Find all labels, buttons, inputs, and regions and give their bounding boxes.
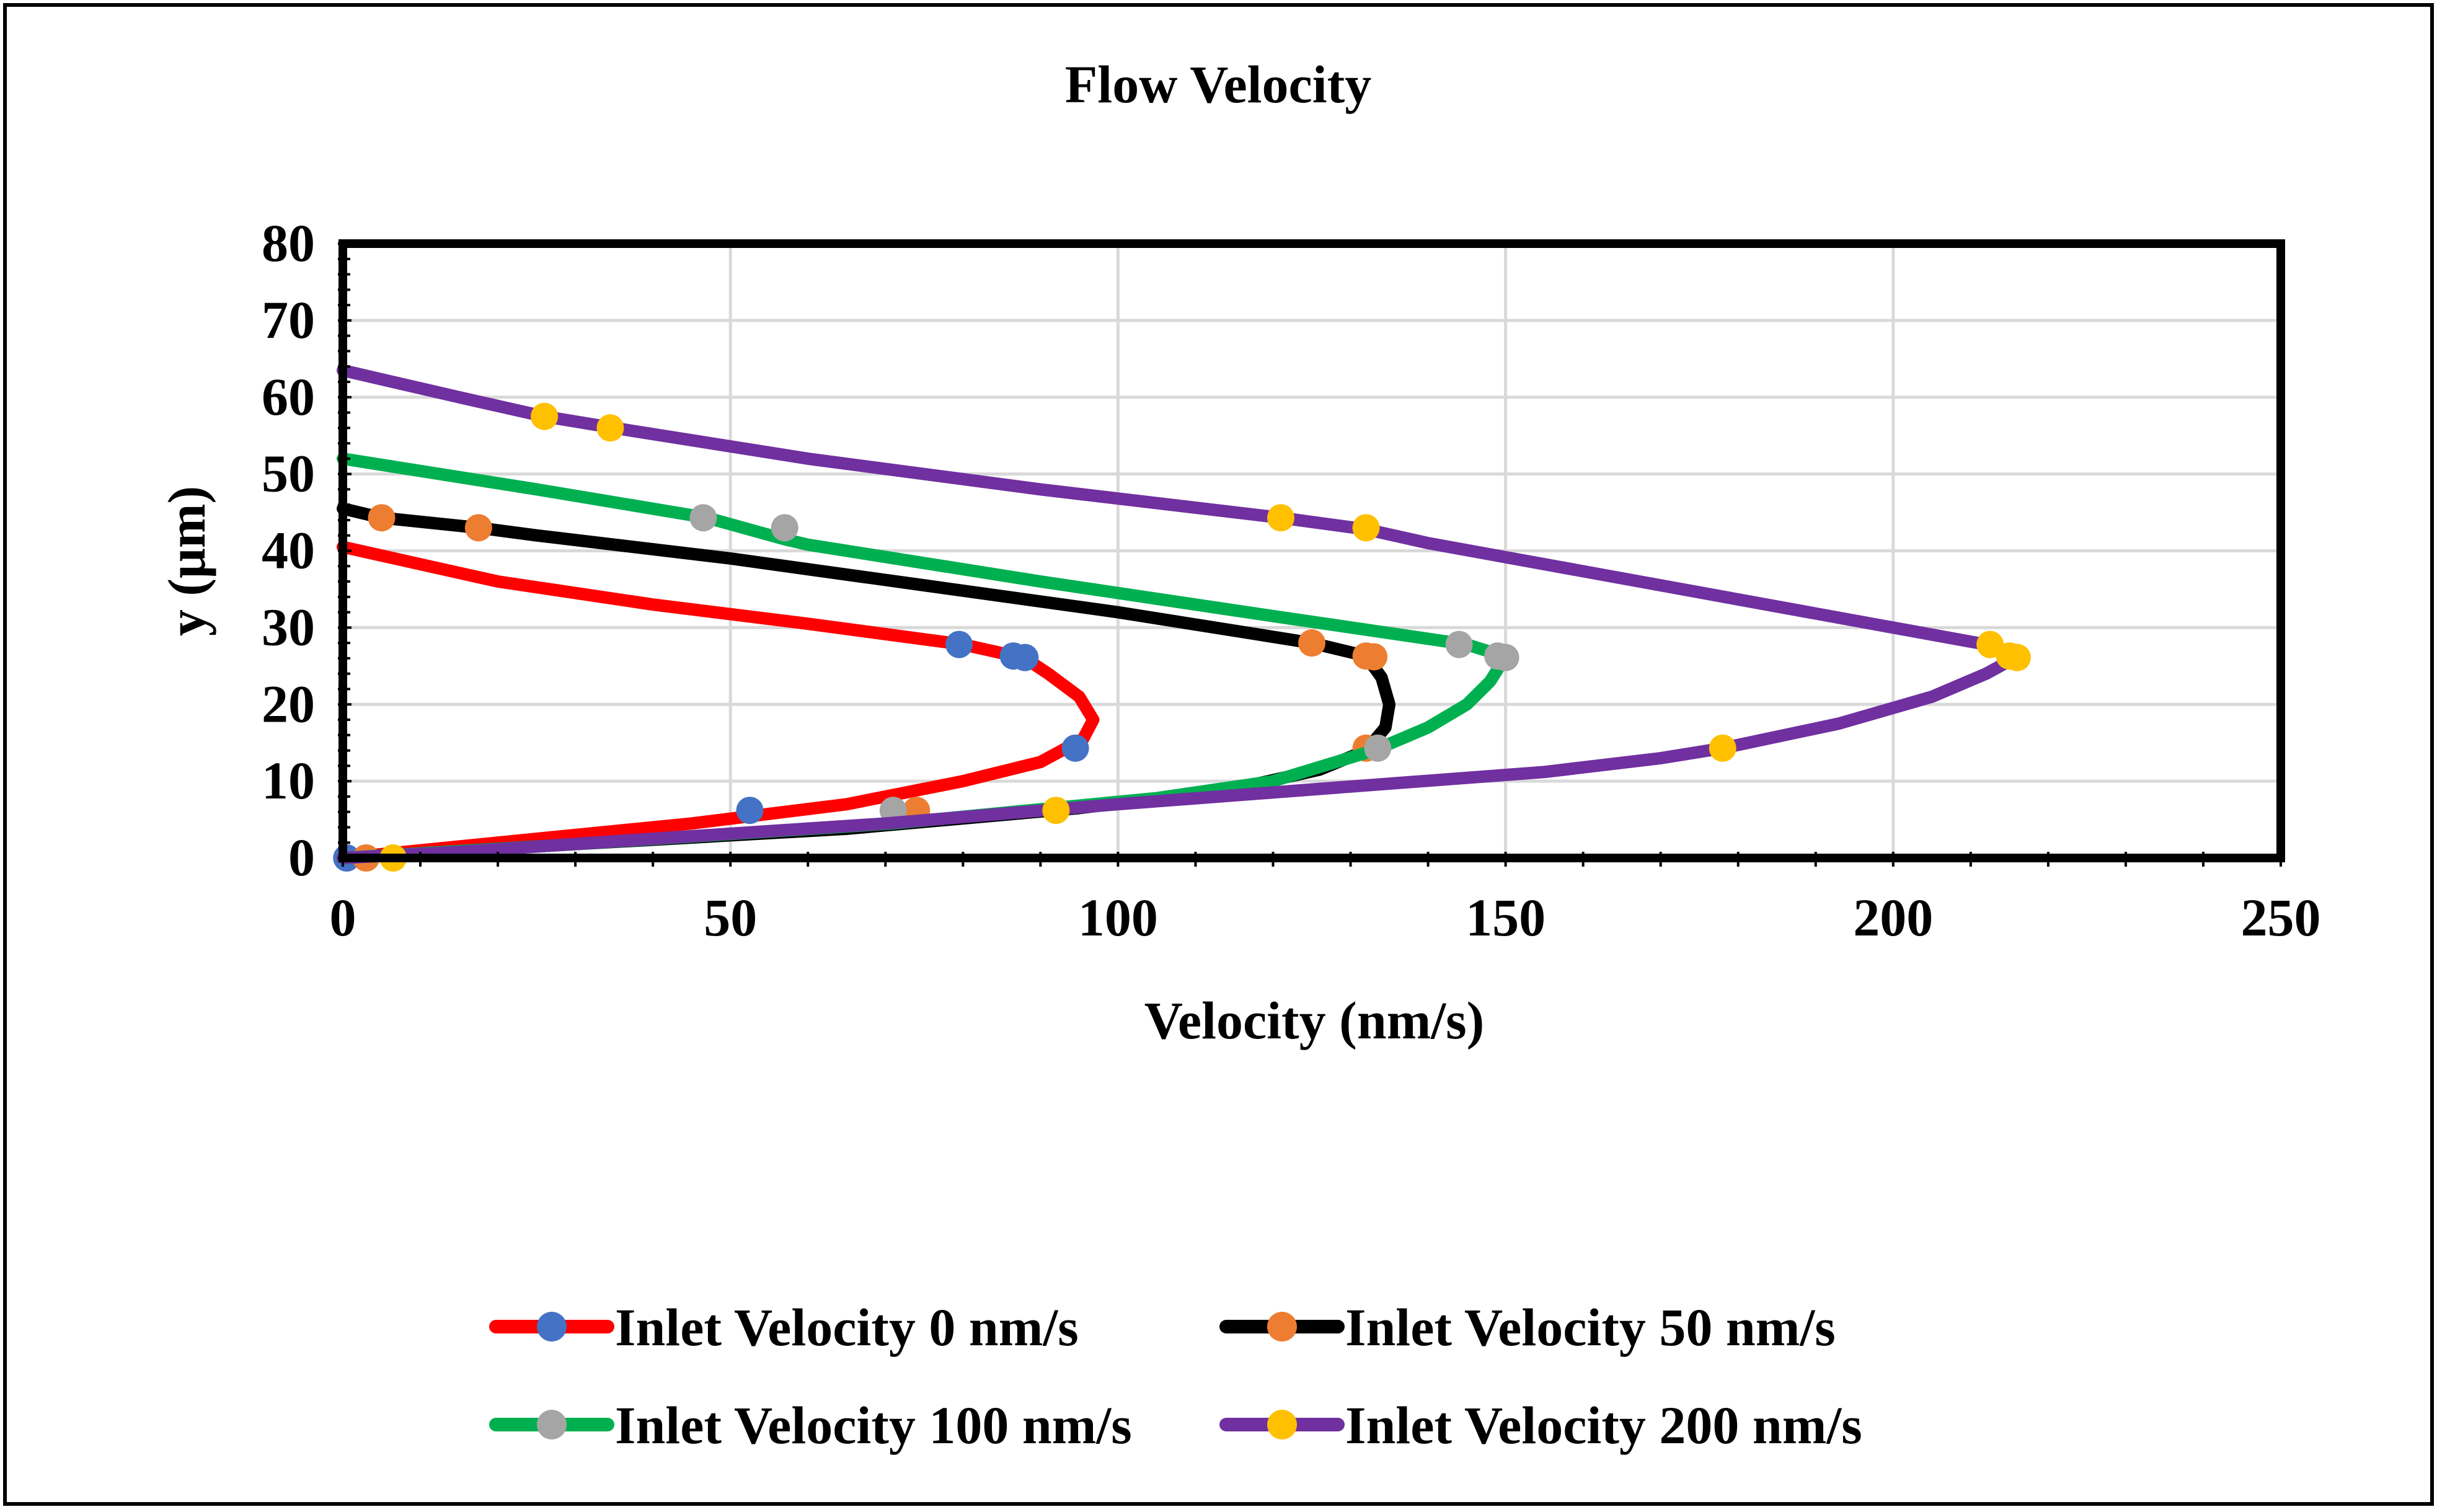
y-tick-label: 30	[262, 597, 315, 657]
y-tick-label: 50	[262, 444, 315, 503]
series-point	[1709, 734, 1736, 762]
series-point	[1061, 734, 1089, 762]
series-point	[1445, 630, 1473, 658]
series-point	[1011, 643, 1039, 671]
y-tick-label: 70	[262, 290, 315, 350]
series-point	[771, 514, 798, 542]
series-point	[464, 514, 492, 542]
series-point	[531, 402, 559, 430]
series-point	[596, 414, 624, 442]
series-point	[945, 630, 973, 658]
legend-label: Inlet Velocity 100 nm/s	[615, 1395, 1132, 1455]
y-tick-label: 80	[262, 213, 315, 273]
tick-labels: 0 50 100 150 200 250 0 10 20 30 40 50 60 70 80	[262, 213, 2321, 947]
y-minor-ticks	[338, 242, 352, 859]
legend-swatch-marker	[1267, 1312, 1297, 1342]
series-point	[689, 504, 717, 532]
y-tick-label: 0	[288, 828, 315, 887]
y-tick-label: 20	[262, 674, 315, 733]
legend-swatch-marker	[537, 1410, 567, 1439]
series-point	[1042, 797, 1070, 825]
x-tick-label: 150	[1466, 888, 1546, 947]
x-minor-ticks	[342, 852, 2282, 867]
series-point	[1492, 643, 1519, 671]
legend-label: Inlet Velocity 200 nm/s	[1345, 1395, 1862, 1455]
series-point	[368, 504, 396, 532]
series-point	[1360, 643, 1388, 671]
series-point	[1352, 514, 1380, 542]
legend-label: Inlet Velocity 0 nm/s	[615, 1298, 1079, 1357]
x-tick-label: 250	[2241, 888, 2321, 947]
series-line-0	[337, 541, 1100, 864]
series-point	[736, 797, 764, 825]
legend: Inlet Velocity 0 nm/s Inlet Velocity 50 n…	[489, 1298, 1862, 1455]
x-axis-label: Velocity (nm/s)	[1144, 991, 1485, 1050]
x-tick-label: 200	[1853, 888, 1933, 947]
series-point	[1364, 734, 1392, 762]
chart-outer-border	[3, 3, 2434, 1506]
series-point	[1298, 629, 1325, 657]
series-point	[2003, 643, 2031, 671]
y-tick-label: 60	[262, 367, 315, 427]
y-tick-label: 10	[262, 751, 315, 810]
legend-label: Inlet Velocity 50 nm/s	[1345, 1298, 1836, 1357]
legend-swatch-marker	[1267, 1410, 1297, 1439]
x-tick-label: 100	[1078, 888, 1158, 947]
grid-layer	[343, 244, 2281, 858]
legend-swatch-marker	[537, 1312, 567, 1342]
chart-title: Flow Velocity	[1065, 55, 1371, 114]
x-tick-label: 0	[330, 888, 356, 947]
y-tick-label: 40	[262, 521, 315, 580]
x-tick-label: 50	[704, 888, 757, 947]
series-point	[1267, 504, 1294, 532]
y-axis-label: y (μm)	[157, 486, 216, 636]
series-point	[1976, 630, 2004, 658]
